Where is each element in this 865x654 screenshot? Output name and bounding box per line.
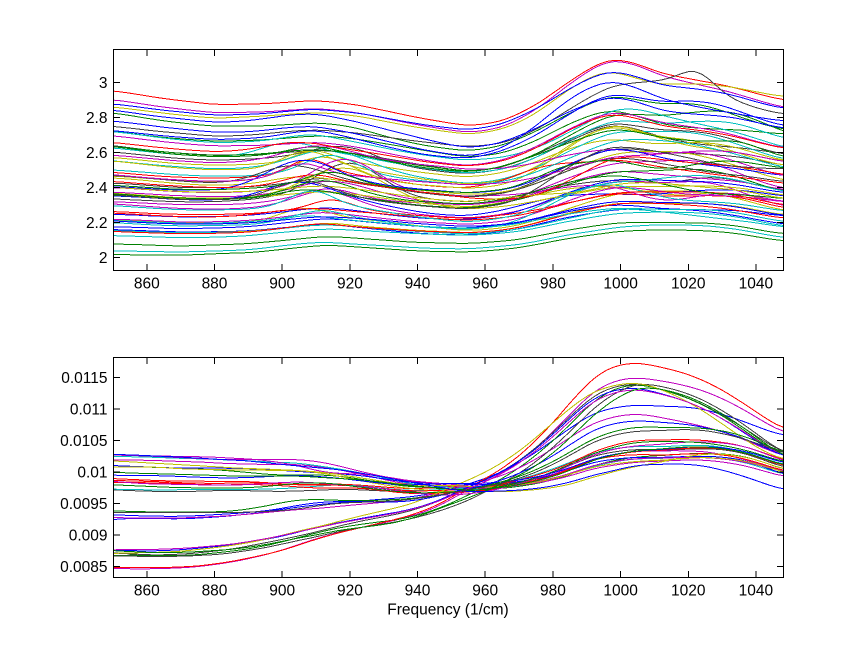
svg-text:1020: 1020 [671,583,706,600]
svg-text:2.2: 2.2 [86,215,108,232]
svg-text:Frequency (1/cm): Frequency (1/cm) [387,602,508,619]
svg-text:1000: 1000 [603,583,638,600]
svg-text:1040: 1040 [739,276,774,293]
svg-text:0.0095: 0.0095 [60,496,107,513]
svg-text:980: 980 [540,583,566,600]
svg-text:940: 940 [405,276,431,293]
svg-text:1020: 1020 [671,276,706,293]
svg-text:0.009: 0.009 [69,528,108,545]
svg-text:2.4: 2.4 [86,180,108,197]
svg-text:0.011: 0.011 [70,402,108,419]
svg-text:920: 920 [337,276,363,293]
svg-text:920: 920 [337,583,363,600]
svg-text:2.8: 2.8 [86,110,108,127]
svg-text:2.6: 2.6 [86,145,108,162]
svg-text:860: 860 [134,276,160,293]
svg-text:2: 2 [99,250,108,267]
svg-text:0.0105: 0.0105 [60,433,107,450]
svg-text:900: 900 [269,583,295,600]
svg-text:3: 3 [99,75,108,92]
svg-text:0.0085: 0.0085 [60,559,107,576]
svg-text:1000: 1000 [603,276,638,293]
svg-text:880: 880 [202,583,228,600]
svg-text:980: 980 [540,276,566,293]
svg-text:940: 940 [405,583,431,600]
svg-text:880: 880 [202,276,228,293]
svg-text:960: 960 [472,583,498,600]
svg-text:860: 860 [134,583,160,600]
svg-text:960: 960 [472,276,498,293]
svg-text:1040: 1040 [739,583,774,600]
svg-text:0.01: 0.01 [77,465,107,482]
svg-text:900: 900 [269,276,295,293]
svg-text:0.0115: 0.0115 [61,370,107,387]
